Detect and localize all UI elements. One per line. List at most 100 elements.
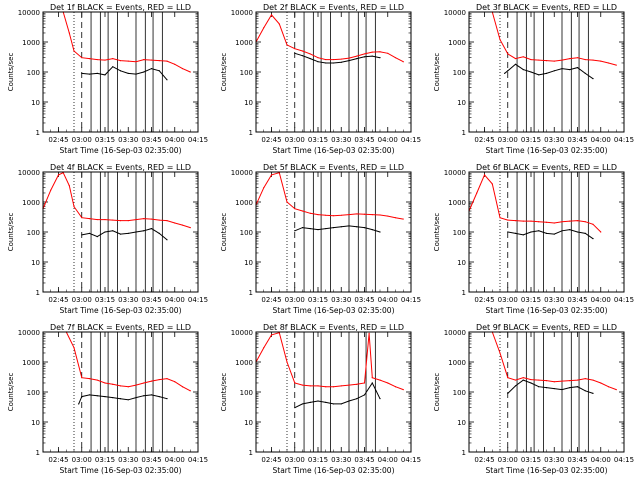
y-tick-label: 10000 (444, 169, 466, 177)
panel-title: Det 4f BLACK = Events, RED = LLD (50, 163, 191, 172)
data-point-events (576, 67, 579, 69)
data-point-lld (112, 57, 114, 60)
data-point-events (112, 230, 114, 232)
data-point-lld (301, 384, 304, 386)
series-line-lld (65, 331, 191, 392)
data-point-events (294, 407, 296, 409)
data-point-lld (263, 347, 265, 349)
data-point-lld (112, 219, 114, 221)
data-point-events (81, 396, 83, 398)
data-point-lld (135, 384, 137, 386)
data-point-lld (530, 378, 532, 381)
panel-det-4: Det 4f BLACK = Events, RED = LLD Counts/s… (7, 163, 208, 315)
data-point-events (158, 396, 160, 398)
data-point-events (356, 57, 358, 60)
data-point-lld (294, 382, 296, 384)
y-tick-label: 1 (462, 129, 466, 137)
data-point-lld (332, 58, 335, 61)
data-point-events (127, 399, 129, 401)
series-line-lld (468, 173, 602, 233)
y-tick-label: 1000 (448, 199, 466, 207)
panel-title: Det 9f BLACK = Events, RED = LLD (476, 323, 617, 332)
x-tick-label: 04:00 (591, 136, 611, 144)
data-point-events (371, 229, 373, 231)
y-tick-label: 10000 (231, 9, 253, 17)
data-point-lld (569, 379, 571, 382)
data-point-events (88, 73, 91, 75)
x-tick-label: 02:45 (474, 136, 494, 144)
x-tick-label: 03:15 (95, 296, 115, 304)
data-point-events (150, 394, 153, 396)
data-point-events (112, 397, 114, 399)
data-point-lld (340, 214, 342, 216)
x-tick-label: 02:45 (474, 296, 494, 304)
data-point-events (545, 72, 548, 74)
data-point-events (584, 72, 586, 74)
data-point-lld (332, 215, 335, 217)
data-point-events (348, 225, 350, 227)
x-tick-label: 03:45 (354, 456, 374, 464)
data-point-events (332, 403, 335, 405)
data-point-lld (174, 381, 176, 383)
data-point-lld (592, 59, 594, 61)
data-point-events (325, 227, 327, 230)
y-axis-label: Counts/sec (433, 53, 441, 92)
data-point-lld (584, 377, 586, 380)
data-point-events (166, 398, 168, 400)
x-tick-label: 03:45 (567, 456, 587, 464)
x-axis-label: Start Time (16-Sep-03 02:35:00) (60, 466, 182, 475)
data-point-lld (522, 377, 524, 379)
panel-det-2: Det 2f BLACK = Events, RED = LLD Counts/s… (220, 3, 421, 155)
data-point-lld (135, 218, 137, 221)
data-point-lld (545, 379, 548, 382)
data-point-lld (104, 59, 106, 61)
data-point-events (379, 57, 381, 59)
data-point-lld (356, 55, 358, 57)
y-tick-label: 10000 (231, 169, 253, 177)
x-tick-label: 03:30 (118, 136, 138, 144)
data-point-events (507, 231, 509, 233)
x-tick-label: 04:00 (591, 456, 611, 464)
data-point-events (143, 230, 145, 232)
data-point-events (545, 387, 548, 389)
data-point-events (104, 74, 106, 76)
data-point-events (522, 69, 524, 71)
data-point-lld (348, 57, 350, 59)
data-point-lld (96, 379, 98, 381)
data-point-lld (538, 59, 540, 61)
y-tick-label: 1 (249, 289, 253, 297)
data-point-events (576, 231, 579, 233)
data-point-lld (387, 382, 389, 384)
x-tick-label: 03:45 (354, 296, 374, 304)
data-point-lld (507, 219, 509, 221)
data-point-lld (309, 212, 311, 214)
data-point-lld (394, 386, 397, 388)
x-tick-label: 04:00 (165, 456, 185, 464)
y-tick-label: 1000 (448, 39, 466, 47)
y-tick-label: 1 (249, 129, 253, 137)
x-tick-label: 03:15 (521, 296, 541, 304)
series-line-events (507, 229, 594, 240)
data-point-lld (158, 378, 160, 381)
x-axis-label: Start Time (16-Sep-03 02:35:00) (486, 306, 608, 315)
data-point-events (584, 390, 586, 392)
x-axis-label: Start Time (16-Sep-03 02:35:00) (60, 146, 182, 155)
data-point-lld (301, 210, 304, 212)
y-tick-label: 10000 (231, 329, 253, 337)
x-tick-label: 02:45 (261, 136, 281, 144)
y-tick-label: 100 (453, 69, 466, 77)
x-tick-label: 03:15 (95, 136, 115, 144)
data-point-lld (73, 50, 75, 52)
data-point-lld (379, 379, 381, 381)
data-point-lld (127, 386, 129, 388)
data-point-events (592, 238, 594, 240)
data-point-lld (286, 44, 288, 46)
x-tick-label: 04:15 (614, 136, 634, 144)
panel-title: Det 8f BLACK = Events, RED = LLD (263, 323, 404, 332)
panel-det-5: Det 5f BLACK = Events, RED = LLD Counts/s… (220, 163, 421, 315)
data-point-events (553, 387, 555, 390)
data-point-events (379, 231, 381, 233)
x-tick-label: 02:45 (48, 136, 68, 144)
data-point-lld (96, 58, 98, 61)
data-point-lld (507, 53, 509, 55)
